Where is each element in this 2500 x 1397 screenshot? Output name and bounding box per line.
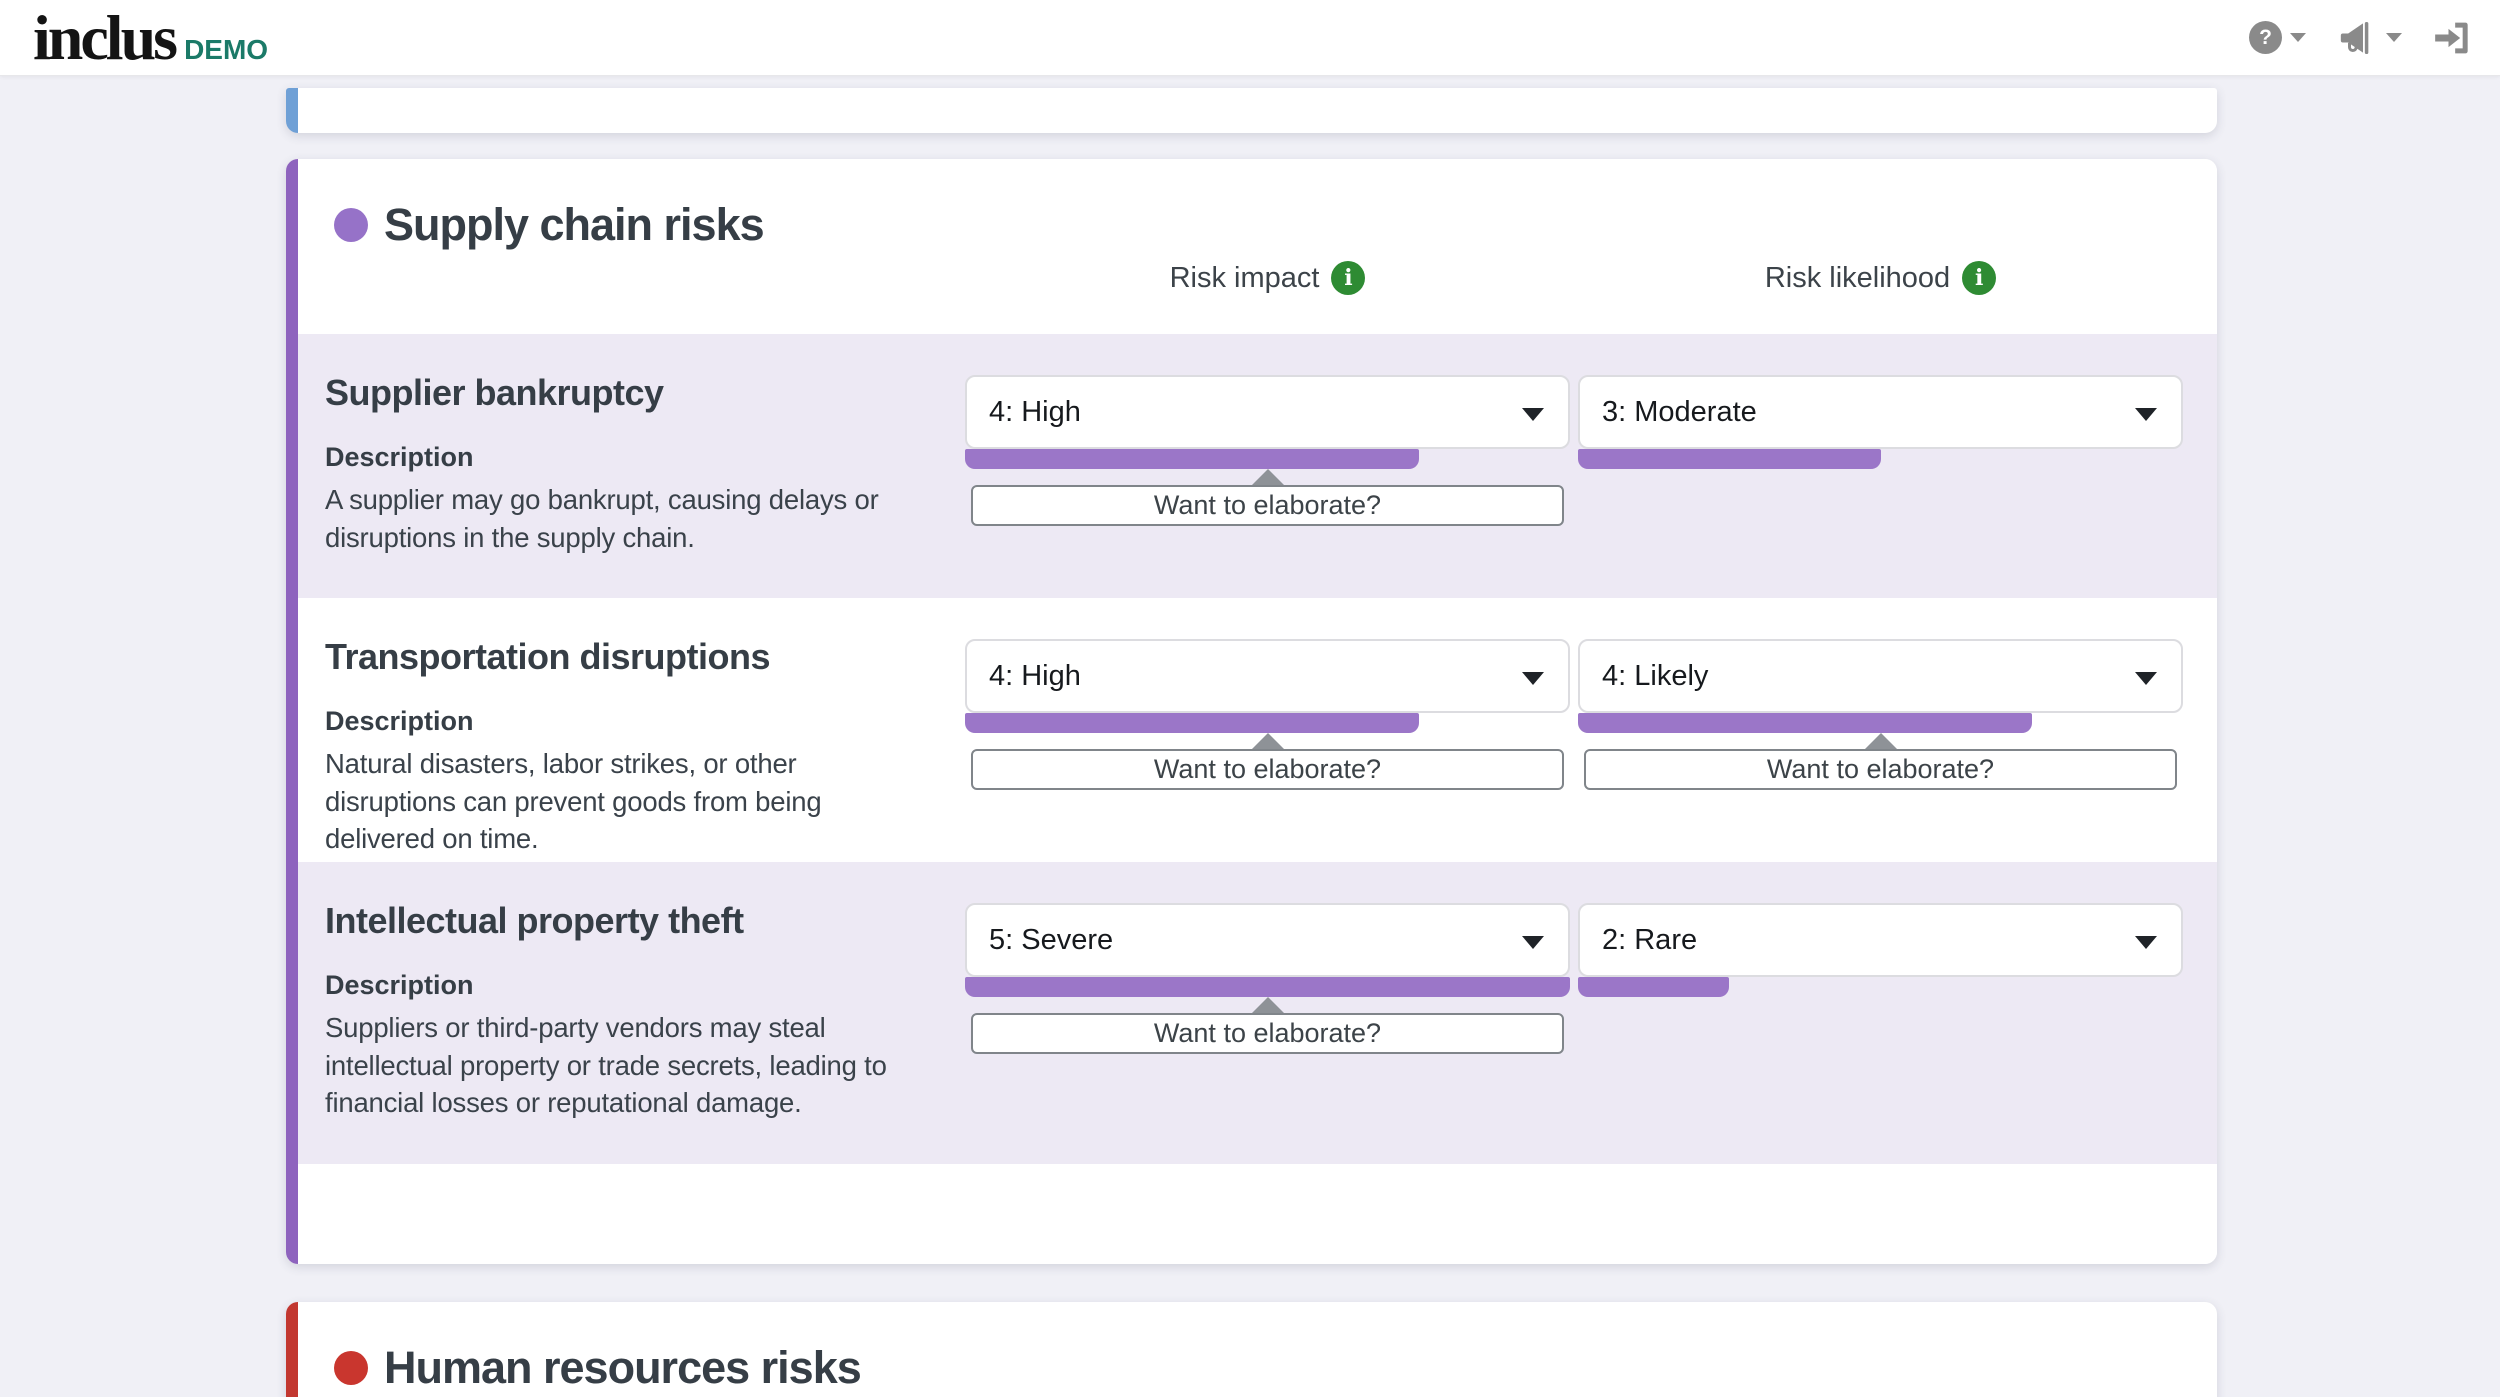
impact-rating-group: 4: High Want to elaborate?: [965, 639, 1570, 790]
supply-card-header: Supply chain risks Risk impact i Risk li…: [298, 159, 2217, 334]
description-text: Natural disasters, labor strikes, or oth…: [325, 748, 822, 855]
elaborate-button[interactable]: Want to elaborate?: [971, 749, 1564, 790]
elaborate-button[interactable]: Want to elaborate?: [1584, 749, 2177, 790]
likelihood-select[interactable]: 2: Rare: [1578, 903, 2183, 977]
select-value: 5: Severe: [989, 923, 1114, 956]
select-value: 4: High: [989, 395, 1081, 428]
megaphone-icon: [2340, 21, 2369, 54]
section-title-row: Human resources risks: [334, 1342, 862, 1394]
tooltip-arrow-icon: [1864, 733, 1897, 749]
tooltip-arrow-icon: [1251, 733, 1284, 749]
description-text: Suppliers or third-party vendors may ste…: [325, 1012, 887, 1119]
human-resources-risks-card: Human resources risks: [286, 1302, 2217, 1397]
risk-title: Intellectual property theft: [325, 900, 744, 941]
elaborate-button[interactable]: Want to elaborate?: [971, 485, 1564, 526]
help-menu[interactable]: ?: [2249, 21, 2306, 54]
description-label: Description: [325, 706, 474, 736]
card-bottom-spacer: [298, 1164, 2217, 1264]
announcements-menu[interactable]: [2334, 18, 2402, 58]
category-color-bullet: [334, 208, 368, 242]
likelihood-value-bar: [1578, 713, 2032, 733]
section-title: Human resources risks: [384, 1342, 862, 1393]
risk-title: Supplier bankruptcy: [325, 372, 664, 413]
previous-card-fragment: [286, 88, 2217, 133]
elaborate-button[interactable]: Want to elaborate?: [971, 1013, 1564, 1054]
info-icon[interactable]: i: [1331, 261, 1366, 295]
header-icon-bar: ?: [2249, 0, 2472, 75]
select-value: 4: High: [989, 659, 1081, 692]
logo-wordmark: inclus: [33, 1, 178, 73]
impact-value-bar: [965, 977, 1570, 997]
risk-row-intellectual-property-theft: Intellectual property theft Description …: [298, 862, 2217, 1164]
likelihood-rating-group: 4: Likely Want to elaborate?: [1578, 639, 2183, 790]
column-header-risk-impact: Risk impact i: [965, 261, 1570, 295]
app-header: inclus DEMO ?: [0, 0, 2500, 76]
category-color-bullet: [334, 1351, 368, 1385]
risk-impact-label: Risk impact: [1169, 261, 1320, 294]
column-header-risk-likelihood: Risk likelihood i: [1578, 261, 2183, 295]
likelihood-rating-group: 3: Moderate: [1578, 375, 2183, 469]
tooltip-arrow-icon: [1251, 997, 1284, 1013]
help-icon: ?: [2249, 21, 2282, 54]
description-label: Description: [325, 970, 474, 1000]
description-text: A supplier may go bankrupt, causing dela…: [325, 484, 879, 553]
impact-value-bar: [965, 713, 1419, 733]
likelihood-rating-group: 2: Rare: [1578, 903, 2183, 997]
caret-down-icon: [2135, 408, 2157, 421]
section-title-row: Supply chain risks: [334, 199, 765, 251]
impact-rating-group: 4: High Want to elaborate?: [965, 375, 1570, 526]
caret-down-icon: [2135, 936, 2157, 949]
risk-row-supplier-bankruptcy: Supplier bankruptcy Description A suppli…: [298, 334, 2217, 598]
select-value: 4: Likely: [1602, 659, 1709, 692]
sign-in-button[interactable]: [2430, 18, 2472, 58]
page-content: Supply chain risks Risk impact i Risk li…: [286, 88, 2217, 1397]
inclus-logo[interactable]: inclus DEMO: [33, 1, 269, 73]
risk-likelihood-label: Risk likelihood: [1764, 261, 1951, 294]
impact-select[interactable]: 4: High: [965, 375, 1570, 449]
demo-badge: DEMO: [184, 33, 269, 65]
risk-title: Transportation disruptions: [325, 636, 771, 677]
caret-down-icon: [1522, 408, 1544, 421]
likelihood-value-bar: [1578, 449, 1881, 469]
likelihood-value-bar: [1578, 977, 1730, 997]
tooltip-arrow-icon: [1251, 469, 1284, 485]
impact-select[interactable]: 4: High: [965, 639, 1570, 713]
impact-rating-group: 5: Severe Want to elaborate?: [965, 903, 1570, 1054]
description-label: Description: [325, 442, 474, 472]
select-value: 2: Rare: [1602, 923, 1698, 956]
likelihood-select[interactable]: 4: Likely: [1578, 639, 2183, 713]
section-title: Supply chain risks: [384, 199, 765, 250]
impact-select[interactable]: 5: Severe: [965, 903, 1570, 977]
chevron-down-icon: [2290, 33, 2306, 42]
select-value: 3: Moderate: [1602, 395, 1757, 428]
sign-in-icon: [2435, 22, 2468, 53]
chevron-down-icon: [2386, 33, 2402, 42]
info-icon[interactable]: i: [1962, 261, 1997, 295]
likelihood-select[interactable]: 3: Moderate: [1578, 375, 2183, 449]
caret-down-icon: [1522, 936, 1544, 949]
risk-row-transportation-disruptions: Transportation disruptions Description N…: [298, 598, 2217, 862]
impact-value-bar: [965, 449, 1419, 469]
caret-down-icon: [1522, 672, 1544, 685]
caret-down-icon: [2135, 672, 2157, 685]
supply-chain-risks-card: Supply chain risks Risk impact i Risk li…: [286, 159, 2217, 1264]
